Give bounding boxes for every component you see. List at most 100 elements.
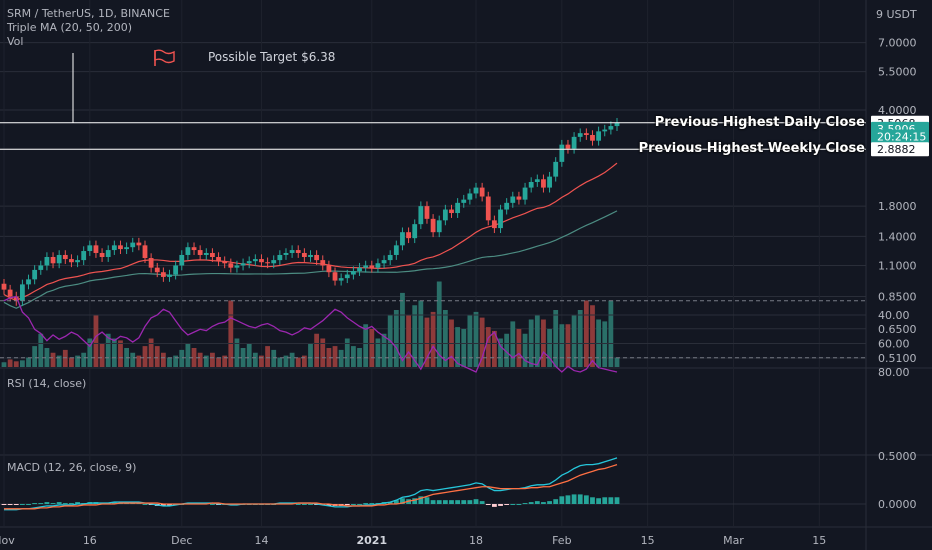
macd-histogram-bar <box>301 504 307 505</box>
volume-bar <box>228 300 234 367</box>
volume-bar <box>44 348 50 367</box>
macd-histogram-bar <box>142 504 148 505</box>
macd-histogram-bar <box>69 503 74 505</box>
symbol-title[interactable]: SRM / TetherUS, 1D, BINANCE <box>7 7 170 20</box>
candle-body <box>357 267 362 272</box>
candle-body <box>602 129 608 132</box>
candle-body <box>614 122 620 127</box>
target-label: Possible Target $6.38 <box>208 50 336 64</box>
volume-bar <box>130 352 136 367</box>
candle-body <box>105 250 111 257</box>
candle-body <box>608 126 614 130</box>
macd-histogram-bar <box>479 501 485 504</box>
volume-bar <box>301 355 307 367</box>
volume-bar <box>553 310 559 367</box>
macd-histogram-bar <box>50 503 56 505</box>
candle-body <box>246 261 252 264</box>
volume-bar <box>173 355 179 367</box>
volume-bar <box>326 348 332 367</box>
candle-body <box>541 179 546 188</box>
candle-body <box>338 278 344 281</box>
volume-bar <box>142 346 148 367</box>
volume-bar <box>154 346 160 367</box>
volume-bar <box>197 352 203 367</box>
candle-body <box>87 245 93 252</box>
candle-body <box>363 265 369 268</box>
price-tick-label: 4.0000 <box>878 104 917 117</box>
candle-body <box>111 245 117 251</box>
macd-histogram-bar <box>449 500 454 504</box>
candle-body <box>277 254 283 261</box>
macd-tick-label: 0.5000 <box>878 450 917 463</box>
candle-body <box>442 209 448 221</box>
price-tick-label: 0.5100 <box>878 352 917 365</box>
daily-close-label: Previous Highest Daily Close <box>654 115 865 130</box>
macd-histogram-bar <box>504 504 510 505</box>
candle-body <box>26 279 31 285</box>
volume-bar <box>56 355 62 367</box>
volume-bar <box>148 338 154 367</box>
time-tick-label: 14 <box>254 534 268 547</box>
candle-body <box>436 220 442 233</box>
candle-body <box>185 247 191 255</box>
candle-body <box>136 242 142 246</box>
candle-body <box>69 259 74 263</box>
macd-histogram-bar <box>357 504 362 505</box>
candle-body <box>583 133 589 136</box>
volume-bar <box>473 311 479 367</box>
candle-body <box>455 202 461 214</box>
price-tick-label: 7.0000 <box>878 37 917 50</box>
volume-bar <box>26 357 31 367</box>
time-tick-label: Dec <box>171 534 192 547</box>
macd-legend[interactable]: MACD (12, 26, close, 9) <box>7 461 137 474</box>
volume-bar <box>179 349 185 367</box>
volume-bar <box>271 349 277 367</box>
macd-histogram-bar <box>528 502 534 504</box>
candle-body <box>498 209 503 229</box>
price-badge <box>871 129 929 144</box>
volume-bar <box>442 310 448 367</box>
volume-bar <box>369 329 375 367</box>
rsi-legend[interactable]: RSI (14, close) <box>7 377 87 390</box>
vol-legend[interactable]: Vol <box>7 35 24 48</box>
candle-body <box>252 259 258 262</box>
macd-histogram-bar <box>596 498 602 504</box>
macd-histogram-bar <box>62 503 68 505</box>
candle-body <box>173 265 179 275</box>
volume-bar <box>338 349 344 367</box>
macd-histogram-bar <box>418 496 424 504</box>
candle-body <box>375 263 381 268</box>
candle-body <box>38 265 44 270</box>
volume-bar <box>32 346 38 367</box>
volume-bar <box>13 361 19 367</box>
price-tick-label: 1.1000 <box>878 259 917 272</box>
price-badge-label: 20:24:15 <box>877 130 926 143</box>
volume-bar <box>547 329 552 367</box>
volume-bar <box>461 329 467 367</box>
volume-bar <box>185 343 191 367</box>
candle-body <box>430 218 436 233</box>
macd-histogram-bar <box>461 500 467 504</box>
time-tick-label: 15 <box>812 534 826 547</box>
ma-legend[interactable]: Triple MA (20, 50, 200) <box>7 21 133 34</box>
candle-body <box>400 232 405 246</box>
candle-body <box>393 245 399 255</box>
volume-bar <box>400 292 405 367</box>
candle-body <box>191 247 197 251</box>
volume-bar <box>210 352 215 367</box>
price-tick-label: 5.5000 <box>878 66 917 79</box>
macd-histogram-bar <box>473 499 479 504</box>
macd-signal-line <box>4 464 618 510</box>
candle-body <box>216 256 221 262</box>
candle-body <box>154 267 160 273</box>
candle-body <box>7 289 13 297</box>
candle-body <box>590 135 595 141</box>
volume-bar <box>583 300 589 367</box>
candle-body <box>553 161 559 177</box>
candle-body <box>424 206 430 219</box>
volume-bar <box>314 333 320 367</box>
candle-body <box>81 251 87 261</box>
volume-bar <box>167 357 172 367</box>
macd-histogram-bar <box>210 504 215 505</box>
